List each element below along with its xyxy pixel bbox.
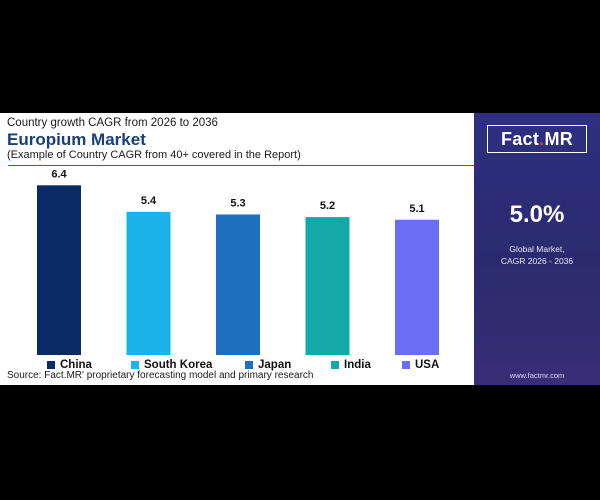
legend-swatch bbox=[47, 361, 55, 369]
source-note: Source: Fact.MR' proprietary forecasting… bbox=[7, 370, 314, 381]
legend-item-india: India bbox=[331, 358, 371, 372]
data-label-usa: 5.1 bbox=[409, 203, 424, 215]
bar-japan bbox=[216, 214, 260, 355]
title-divider bbox=[8, 165, 474, 166]
chart-panel: Country growth CAGR from 2026 to 2036 Eu… bbox=[0, 113, 474, 385]
legend-item-south-korea: South Korea bbox=[131, 358, 212, 372]
data-label-japan: 5.3 bbox=[230, 197, 245, 209]
global-cagr-description: Global Market, CAGR 2026 - 2036 bbox=[474, 243, 600, 267]
legend-swatch bbox=[131, 361, 139, 369]
chart-note: (Example of Country CAGR from 40+ covere… bbox=[7, 149, 301, 161]
data-label-china: 6.4 bbox=[51, 168, 67, 180]
summary-panel: Fact. MR 5.0% Global Market, CAGR 2026 - … bbox=[474, 113, 600, 385]
legend-item-japan: Japan bbox=[245, 358, 291, 372]
legend-swatch bbox=[402, 361, 410, 369]
website-link[interactable]: www.factmr.com bbox=[509, 371, 565, 380]
bar-usa bbox=[395, 219, 439, 355]
legend-label: India bbox=[344, 359, 371, 371]
legend-label: Japan bbox=[258, 359, 292, 371]
chart-legend: China South Korea Japan India USA bbox=[0, 358, 474, 372]
bar-china bbox=[37, 185, 81, 355]
legend-label: USA bbox=[415, 359, 440, 371]
chart-subtitle: Country growth CAGR from 2026 to 2036 bbox=[7, 117, 218, 129]
desc-line-2: CAGR 2026 - 2036 bbox=[500, 256, 574, 266]
data-label-south-korea: 5.4 bbox=[141, 195, 157, 207]
legend-label: China bbox=[60, 359, 92, 371]
legend-label: South Korea bbox=[144, 359, 213, 371]
legend-swatch bbox=[331, 361, 339, 369]
legend-item-china: China bbox=[47, 358, 92, 372]
chart-title: Europium Market bbox=[7, 130, 146, 149]
logo-dot: . bbox=[539, 128, 545, 149]
logo-text-suffix: MR bbox=[544, 128, 574, 149]
bar-india bbox=[305, 217, 350, 355]
global-cagr-value: 5.0% bbox=[509, 201, 565, 228]
bar-south-korea bbox=[126, 211, 171, 355]
bar-chart: 6.4 5.4 5.3 5.2 5.1 bbox=[37, 168, 439, 355]
logo-text-main: Fact bbox=[500, 128, 540, 149]
legend-item-usa: USA bbox=[402, 358, 439, 372]
data-label-india: 5.2 bbox=[320, 200, 335, 212]
factmr-logo: Fact. MR bbox=[487, 125, 587, 153]
chart-card: Country growth CAGR from 2026 to 2036 Eu… bbox=[0, 113, 600, 385]
desc-line-1: Global Market, bbox=[509, 244, 565, 254]
legend-swatch bbox=[245, 361, 253, 369]
